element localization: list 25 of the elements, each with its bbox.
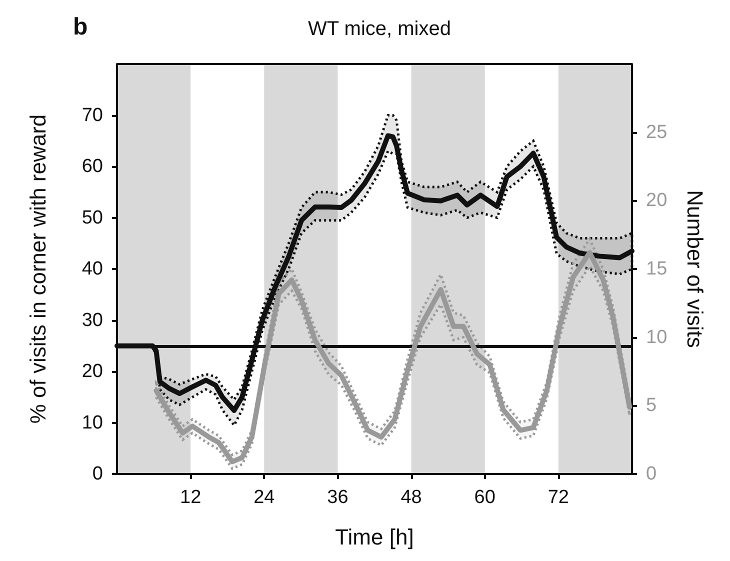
y-tick-label: 40 <box>82 258 103 280</box>
y2-tick-label: 25 <box>646 122 668 143</box>
y-tick-label: 30 <box>82 310 103 331</box>
x-tick-label: 36 <box>327 487 348 508</box>
y2-tick-label: 10 <box>646 326 668 348</box>
y2-tick-label: 20 <box>646 190 668 212</box>
y-tick-label: 60 <box>82 156 103 177</box>
y-tick-label: 70 <box>82 104 103 126</box>
chart-title: WT mice, mixed <box>308 18 451 40</box>
x-tick-label: 60 <box>474 487 496 508</box>
y2-tick-label: 0 <box>646 464 657 484</box>
x-axis-title: Time [h] <box>335 524 414 550</box>
y2-tick-label: 5 <box>646 395 657 416</box>
x-tick-label: 72 <box>548 487 569 508</box>
y2-axis-title: Number of visits <box>682 190 708 348</box>
y-axis-title: % of visits in corner with reward <box>26 114 50 424</box>
x-tick-label: 48 <box>400 487 422 508</box>
y2-tick-label: 15 <box>646 258 668 280</box>
y-tick-label: 20 <box>82 361 103 382</box>
y-tick-label: 50 <box>82 207 103 228</box>
x-tick-label: 12 <box>180 487 202 508</box>
y-tick-label: 0 <box>92 464 103 484</box>
y-tick-label: 10 <box>82 412 103 434</box>
x-tick-label: 24 <box>254 487 276 508</box>
text: b <box>73 14 88 40</box>
